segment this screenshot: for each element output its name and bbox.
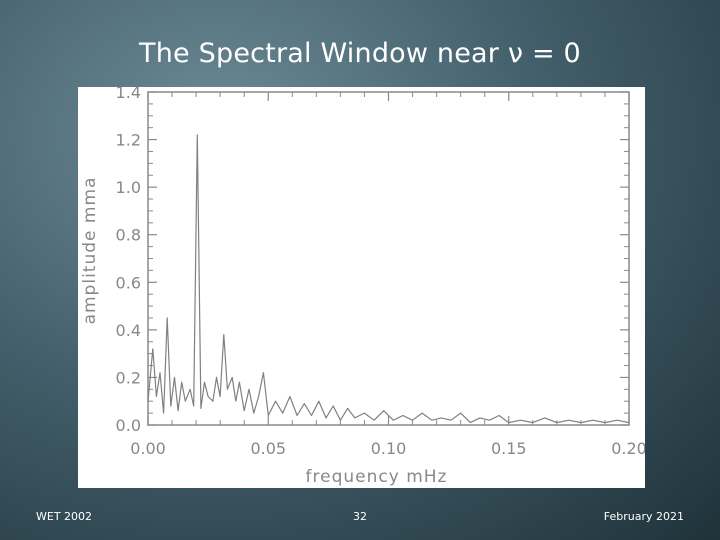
- x-tick-label: 0.15: [491, 439, 527, 458]
- slide-title: The Spectral Window near ν = 0: [139, 38, 581, 69]
- series-line: [147, 134, 630, 424]
- y-tick-label: 0.2: [116, 368, 141, 387]
- y-axis-label: amplitude mma: [80, 177, 100, 325]
- y-tick-label: 0.4: [116, 321, 141, 340]
- y-tick-label: 0.0: [116, 416, 141, 435]
- x-tick-label: 0.20: [611, 439, 645, 458]
- slide-number: 32: [353, 510, 367, 523]
- y-tick-label: 1.2: [116, 131, 141, 150]
- plot-frame: [147, 91, 630, 426]
- spectral-window-chart: 0.0 0.2 0.4 0.6 0.8 1.0 1.2 1.4 0.00 0.05 0.10 0.15…: [80, 87, 645, 487]
- x-tick-label: 0.00: [130, 439, 166, 458]
- x-axis-label: frequency mHz: [306, 467, 448, 487]
- y-tick-label: 0.8: [116, 226, 141, 245]
- x-tick-label: 0.05: [250, 439, 286, 458]
- y-tick-label: 1.0: [116, 178, 141, 197]
- y-tick-label: 1.4: [116, 87, 141, 102]
- y-tick-label: 0.6: [116, 273, 141, 292]
- chart-panel: 0.0 0.2 0.4 0.6 0.8 1.0 1.2 1.4 0.00 0.05 0.10 0.15…: [78, 87, 645, 488]
- x-tick-label: 0.10: [371, 439, 407, 458]
- footer-left: WET 2002: [36, 510, 93, 523]
- footer-date: February 2021: [603, 510, 684, 523]
